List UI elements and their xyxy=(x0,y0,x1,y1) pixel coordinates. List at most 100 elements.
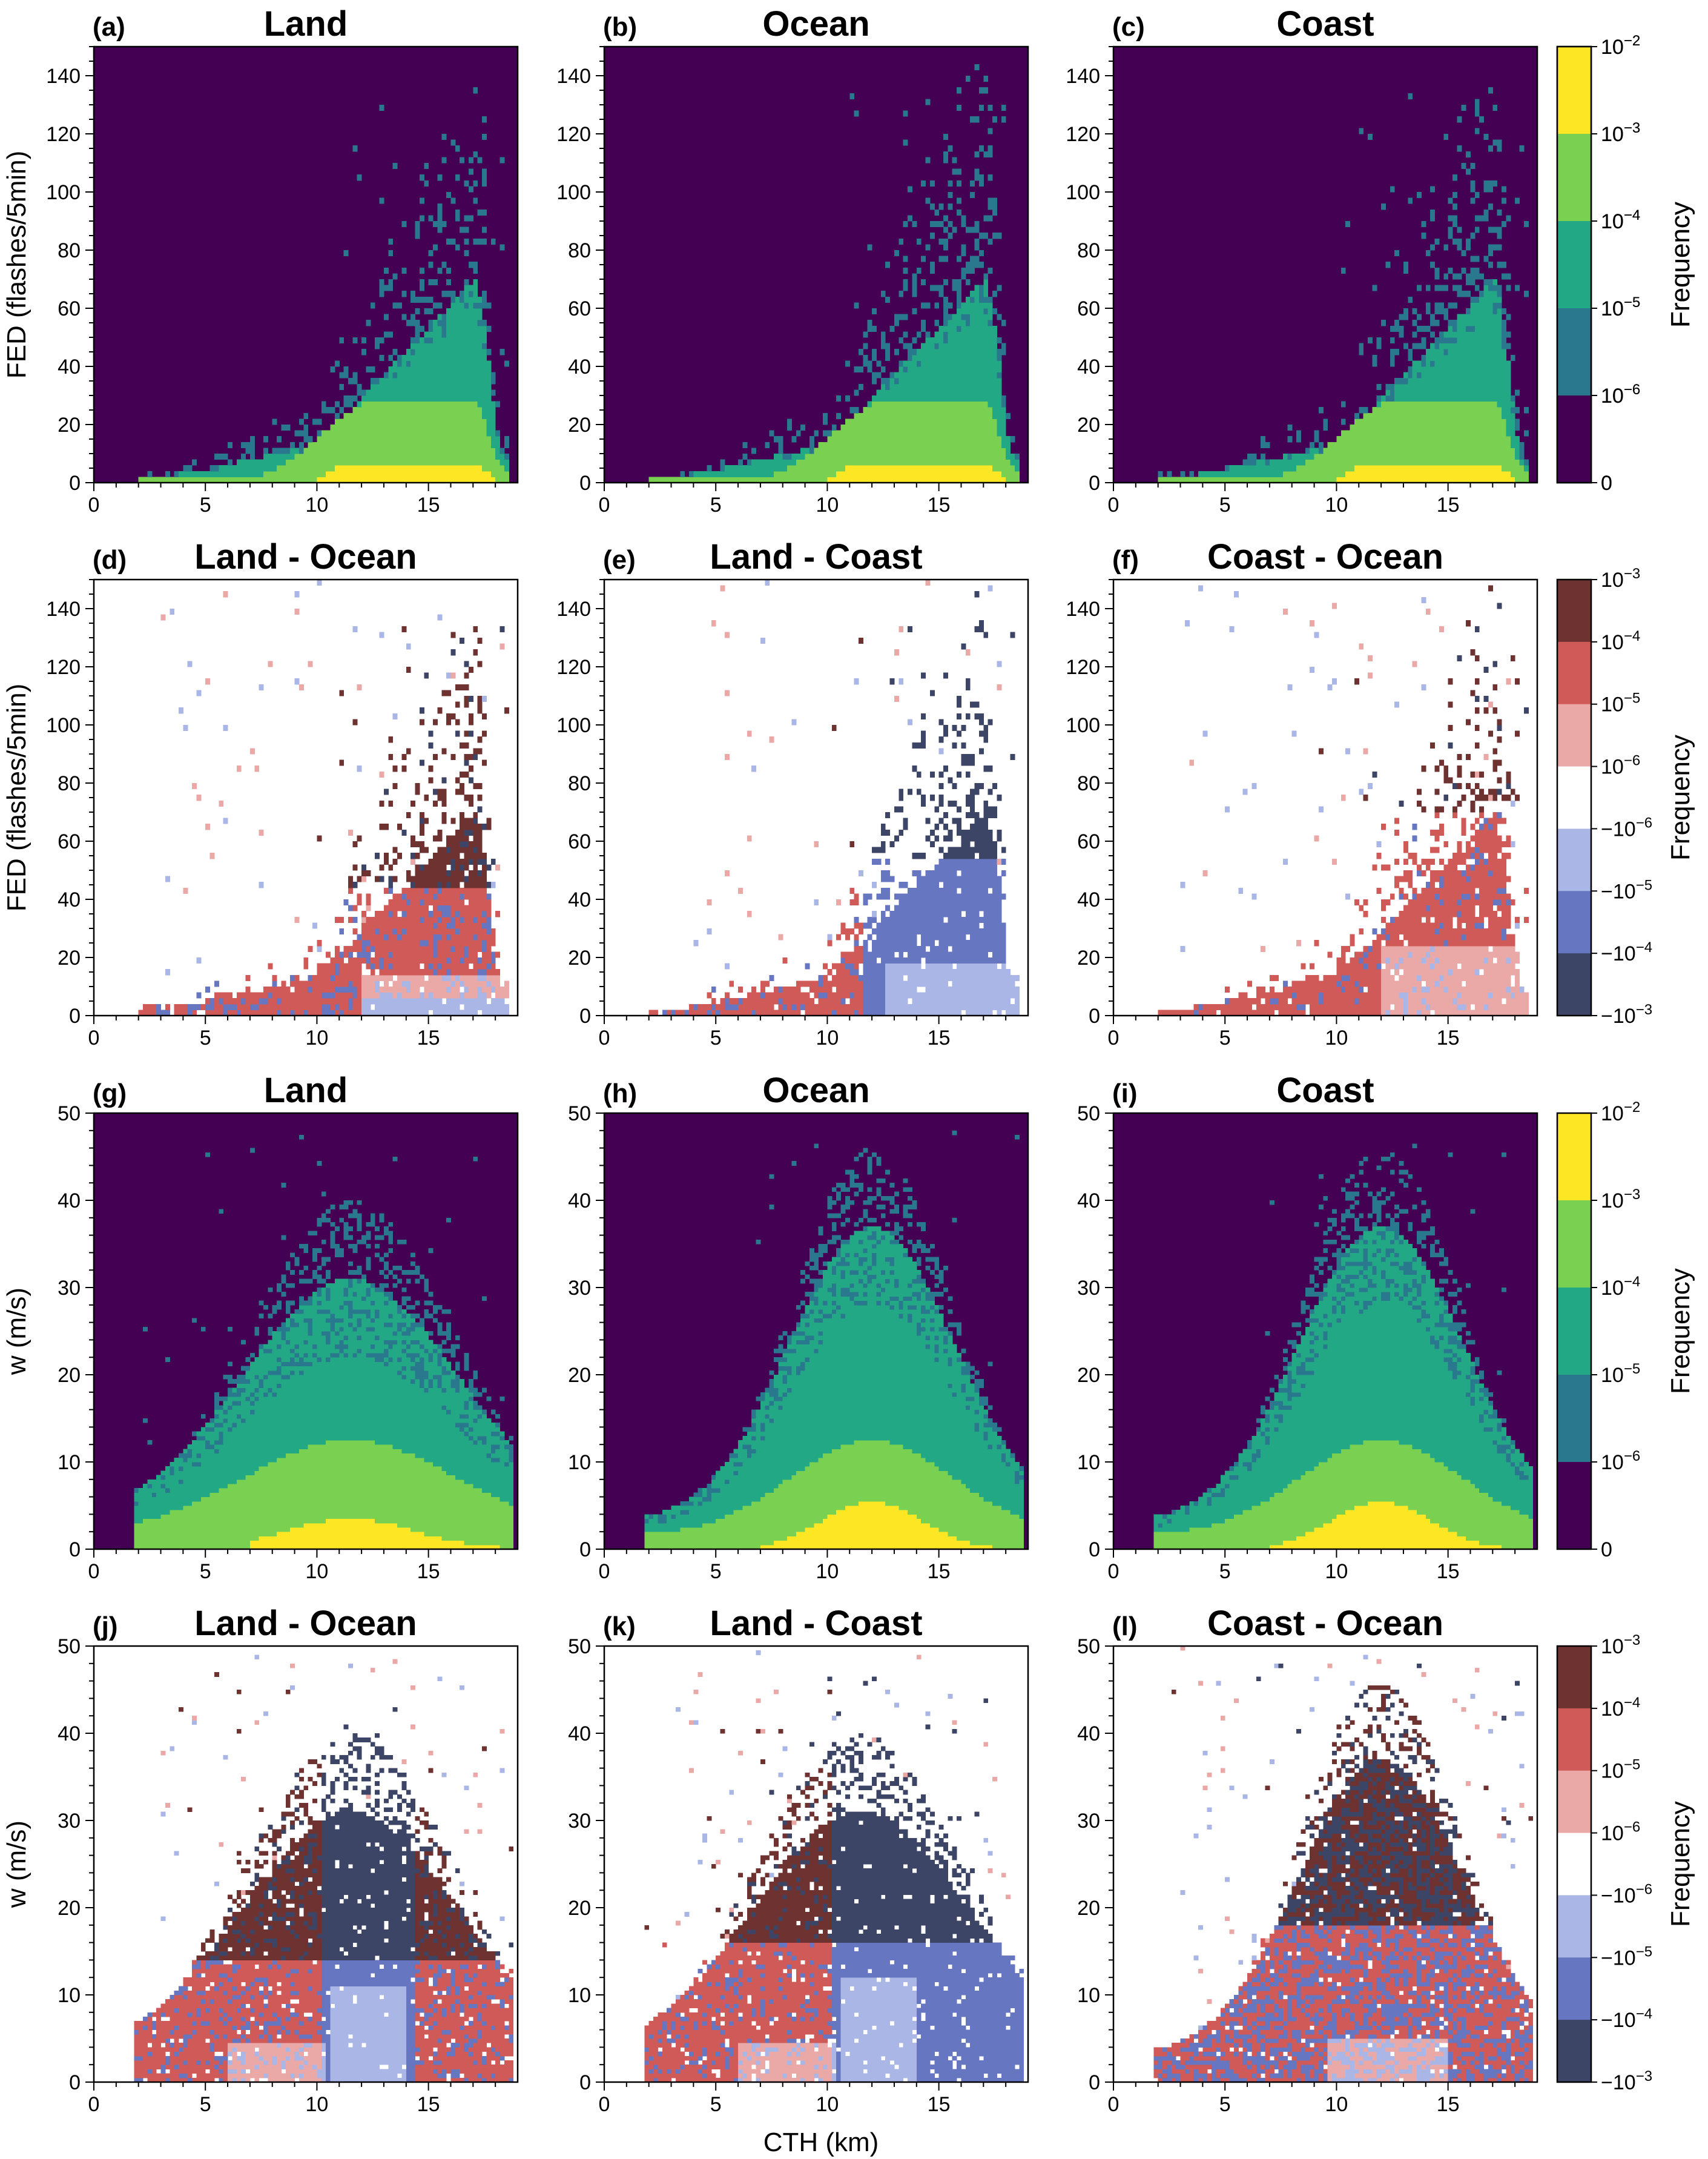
heatmap-cell xyxy=(1470,296,1476,303)
heatmap-cell xyxy=(938,448,944,454)
heatmap-cell xyxy=(428,899,434,906)
heatmap-cell xyxy=(330,454,335,460)
heatmap-cell xyxy=(464,742,469,749)
heatmap-cell xyxy=(978,477,984,483)
heatmap-cell xyxy=(317,963,322,970)
heatmap-cell xyxy=(1497,331,1502,338)
heatmap-cell xyxy=(742,441,748,448)
heatmap-cell xyxy=(1492,331,1498,338)
heatmap-cell xyxy=(433,372,438,379)
heatmap-cell xyxy=(1430,465,1436,472)
heatmap-cell xyxy=(1461,430,1466,437)
heatmap-cell xyxy=(450,302,456,309)
heatmap-cell xyxy=(885,459,891,466)
heatmap-cell xyxy=(352,980,358,987)
heatmap-cell xyxy=(268,992,273,999)
heatmap-cell xyxy=(464,395,469,402)
heatmap-cell xyxy=(245,441,251,448)
heatmap-cell xyxy=(934,459,940,466)
heatmap-cell xyxy=(1492,337,1498,344)
heatmap-cell xyxy=(411,800,416,807)
heatmap-cell xyxy=(361,945,366,952)
heatmap-cell xyxy=(1452,477,1457,483)
heatmap-cell xyxy=(1350,441,1355,448)
heatmap-cell xyxy=(929,389,935,396)
heatmap-cell xyxy=(929,285,935,291)
heatmap-cell xyxy=(992,459,997,466)
heatmap-cell xyxy=(796,459,801,466)
heatmap-cell xyxy=(392,441,398,448)
heatmap-cell xyxy=(455,425,460,431)
heatmap-cell xyxy=(1492,454,1498,460)
heatmap-cell xyxy=(460,789,465,795)
heatmap-cell xyxy=(464,418,469,425)
heatmap-cell xyxy=(375,471,380,477)
heatmap-cell xyxy=(943,296,948,303)
heatmap-cell xyxy=(1502,407,1506,414)
heatmap-cell xyxy=(1323,459,1328,466)
heatmap-cell xyxy=(1452,430,1457,437)
heatmap-cell xyxy=(446,963,451,970)
heatmap-cell xyxy=(312,980,317,987)
heatmap-cell xyxy=(406,366,411,373)
heatmap-cell xyxy=(1488,203,1493,210)
heatmap-cell xyxy=(965,441,971,448)
heatmap-cell xyxy=(263,436,268,443)
heatmap-cell xyxy=(974,285,980,291)
heatmap-cell xyxy=(411,459,416,466)
heatmap-cell xyxy=(419,882,424,888)
heatmap-cell xyxy=(450,847,456,853)
heatmap-cell xyxy=(379,354,384,361)
heatmap-cell xyxy=(424,343,429,349)
heatmap-cell xyxy=(908,418,912,425)
heatmap-cell xyxy=(401,998,407,1005)
heatmap-cell xyxy=(437,378,443,385)
heatmap-cell xyxy=(352,430,358,437)
heatmap-cell xyxy=(1327,459,1333,466)
heatmap-cell xyxy=(1006,459,1011,466)
heatmap-cell xyxy=(411,876,416,882)
x-tick-label: 15 xyxy=(928,494,951,517)
heatmap-cell xyxy=(1323,448,1328,454)
heatmap-cell xyxy=(916,378,922,385)
heatmap-cell xyxy=(880,465,886,472)
heatmap-cell xyxy=(1510,425,1515,431)
heatmap-cell xyxy=(988,128,993,134)
heatmap-cell xyxy=(428,343,434,349)
heatmap-cell xyxy=(974,395,980,402)
heatmap-cell xyxy=(738,477,743,483)
heatmap-cell xyxy=(1470,430,1476,437)
heatmap-cell xyxy=(1502,401,1506,408)
heatmap-cell xyxy=(366,893,371,900)
heatmap-cell xyxy=(992,372,997,379)
heatmap-cell xyxy=(1448,360,1453,367)
heatmap-cell xyxy=(330,425,335,431)
heatmap-cell xyxy=(1242,477,1248,483)
heatmap-cell xyxy=(339,465,345,472)
heatmap-cell xyxy=(473,296,478,303)
heatmap-cell xyxy=(415,945,420,952)
heatmap-cell xyxy=(1510,441,1515,448)
heatmap-cell xyxy=(437,987,443,993)
heatmap-cell xyxy=(392,395,398,402)
heatmap-cell xyxy=(1488,425,1493,431)
heatmap-cell xyxy=(383,267,389,274)
heatmap-cell xyxy=(938,256,944,262)
heatmap-cell xyxy=(1390,395,1395,402)
heatmap-cell xyxy=(415,389,420,396)
heatmap-cell xyxy=(143,477,148,483)
heatmap-cell xyxy=(411,1010,416,1016)
heatmap-cell xyxy=(406,395,411,402)
heatmap-cell xyxy=(1470,383,1476,390)
heatmap-cell xyxy=(1242,459,1248,466)
heatmap-cell xyxy=(473,436,478,443)
heatmap-cell xyxy=(366,448,371,454)
heatmap-cell xyxy=(401,893,407,900)
heatmap-cell xyxy=(415,789,420,795)
heatmap-cell xyxy=(214,992,219,999)
heatmap-cell xyxy=(446,980,451,987)
heatmap-cell xyxy=(370,441,375,448)
heatmap-cell xyxy=(1470,273,1476,280)
heatmap-cell xyxy=(1470,256,1476,262)
heatmap-cell xyxy=(912,383,917,390)
